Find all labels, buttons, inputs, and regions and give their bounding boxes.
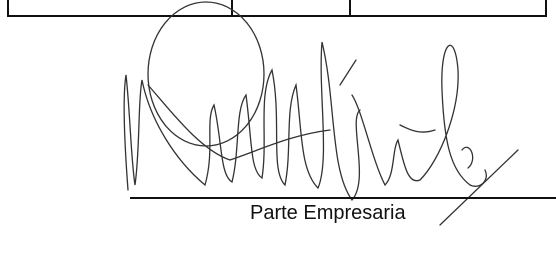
signature-stroke bbox=[148, 2, 264, 146]
table-bottom bbox=[8, 0, 546, 17]
signature-stroke bbox=[440, 150, 518, 225]
signature-stroke bbox=[400, 125, 435, 132]
signature-stroke bbox=[352, 45, 486, 186]
signature-stroke bbox=[124, 42, 360, 200]
signature-stroke bbox=[462, 147, 473, 168]
signature-stroke bbox=[340, 60, 356, 85]
document-page: Parte Empresaria bbox=[0, 0, 556, 255]
signature bbox=[124, 2, 518, 225]
signature-label: Parte Empresaria bbox=[250, 202, 406, 225]
